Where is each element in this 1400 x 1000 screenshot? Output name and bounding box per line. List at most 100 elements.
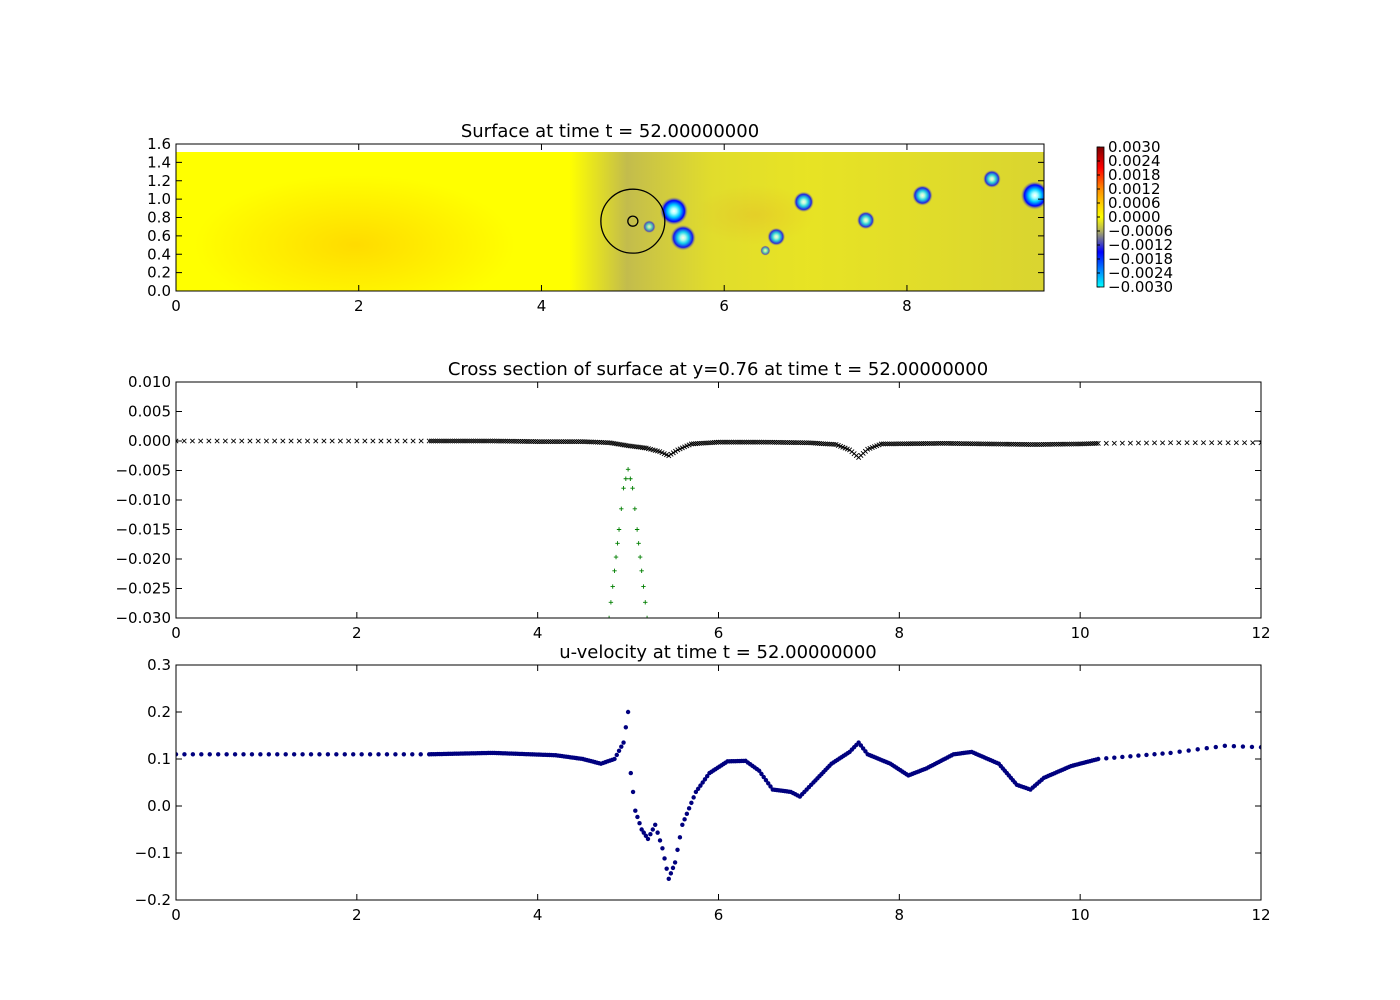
data-point <box>511 438 517 444</box>
data-point <box>746 439 752 445</box>
y-tick-label: 0.8 <box>147 209 171 227</box>
data-point <box>198 438 204 444</box>
data-point <box>456 438 462 444</box>
data-point <box>584 439 590 445</box>
y-tick-label: −0.005 <box>115 462 171 480</box>
data-point <box>636 541 641 546</box>
data-point <box>733 439 739 445</box>
surface-depression <box>760 245 771 256</box>
x-tick-label: 2 <box>354 297 364 315</box>
data-point <box>633 808 638 813</box>
data-point <box>473 438 479 444</box>
surface-warm-region <box>195 175 515 291</box>
x-tick-label: 8 <box>895 624 905 642</box>
data-point <box>728 439 734 445</box>
data-point <box>528 438 534 445</box>
x-tick-label: 6 <box>714 624 724 642</box>
data-point <box>449 438 455 444</box>
data-point <box>346 438 352 444</box>
data-point <box>586 439 592 445</box>
data-point <box>715 439 722 445</box>
data-point <box>498 438 504 444</box>
data-point <box>1204 745 1209 751</box>
data-point <box>959 441 965 447</box>
colorbar-tick-label: 0.0030 <box>1108 138 1161 156</box>
data-point <box>447 438 453 444</box>
data-point <box>462 438 468 444</box>
data-point <box>628 770 633 776</box>
data-point <box>571 439 577 445</box>
data-point <box>418 438 424 444</box>
data-point <box>639 827 644 832</box>
data-point <box>918 441 924 447</box>
data-point <box>1119 440 1125 446</box>
data-point <box>920 441 926 447</box>
data-point <box>283 752 288 757</box>
data-point <box>1096 756 1101 762</box>
surface-depression <box>793 191 814 213</box>
data-point <box>697 440 703 446</box>
data-point <box>231 438 237 444</box>
x-tick-label: 6 <box>714 906 724 924</box>
data-point <box>1177 749 1182 754</box>
data-point <box>1000 441 1006 447</box>
data-point <box>699 440 705 446</box>
data-point <box>362 438 368 444</box>
data-point <box>458 438 464 444</box>
data-point <box>1200 440 1206 446</box>
data-point <box>1075 441 1081 447</box>
data-point <box>515 438 521 444</box>
data-point <box>481 438 487 444</box>
data-point <box>632 506 638 512</box>
data-point <box>707 440 713 446</box>
data-point <box>711 439 717 445</box>
data-point <box>206 438 212 444</box>
data-point <box>693 789 699 795</box>
data-point <box>616 748 622 753</box>
data-point <box>987 441 993 447</box>
data-point <box>643 600 648 605</box>
data-point <box>688 441 694 447</box>
data-point <box>787 439 793 446</box>
data-point <box>887 441 893 447</box>
data-point <box>616 527 622 532</box>
data-point <box>741 439 747 445</box>
colorbar: 0.00300.00240.00180.00120.00060.0000−0.0… <box>1096 138 1173 296</box>
data-point <box>686 806 692 811</box>
data-point <box>181 438 187 444</box>
data-point <box>677 835 683 840</box>
data-point <box>668 871 674 876</box>
data-point <box>1091 440 1097 447</box>
data-point <box>880 441 886 447</box>
y-tick-label: 0.1 <box>147 750 171 768</box>
data-point <box>466 438 472 444</box>
data-point <box>1017 441 1023 447</box>
data-point <box>509 438 515 444</box>
data-point <box>634 527 640 532</box>
data-point <box>643 833 649 838</box>
data-point <box>1064 441 1070 447</box>
data-point <box>308 752 314 757</box>
y-tick-label: 1.6 <box>147 135 171 153</box>
data-point <box>489 438 495 444</box>
data-point <box>703 440 709 446</box>
x-tick-label: 10 <box>1071 624 1090 642</box>
data-point <box>750 439 756 445</box>
data-point <box>1209 440 1215 446</box>
x-tick-label: 12 <box>1251 906 1270 924</box>
data-point <box>1136 753 1141 758</box>
data-point <box>513 438 519 444</box>
data-point <box>588 439 594 445</box>
y-tick-label: 0.6 <box>147 227 171 245</box>
data-point <box>657 838 663 843</box>
colorbar-tick-label: 0.0018 <box>1108 166 1161 184</box>
cross-section-plot-frame <box>175 381 1262 619</box>
data-point <box>578 439 584 445</box>
data-point <box>1036 441 1042 448</box>
data-point <box>1144 752 1149 758</box>
y-tick-label: 0.005 <box>128 403 171 421</box>
data-point <box>1128 754 1133 759</box>
surface-chart-title: Surface at time t = 52.00000000 <box>461 121 759 142</box>
data-point <box>554 439 560 445</box>
data-point <box>631 443 637 450</box>
